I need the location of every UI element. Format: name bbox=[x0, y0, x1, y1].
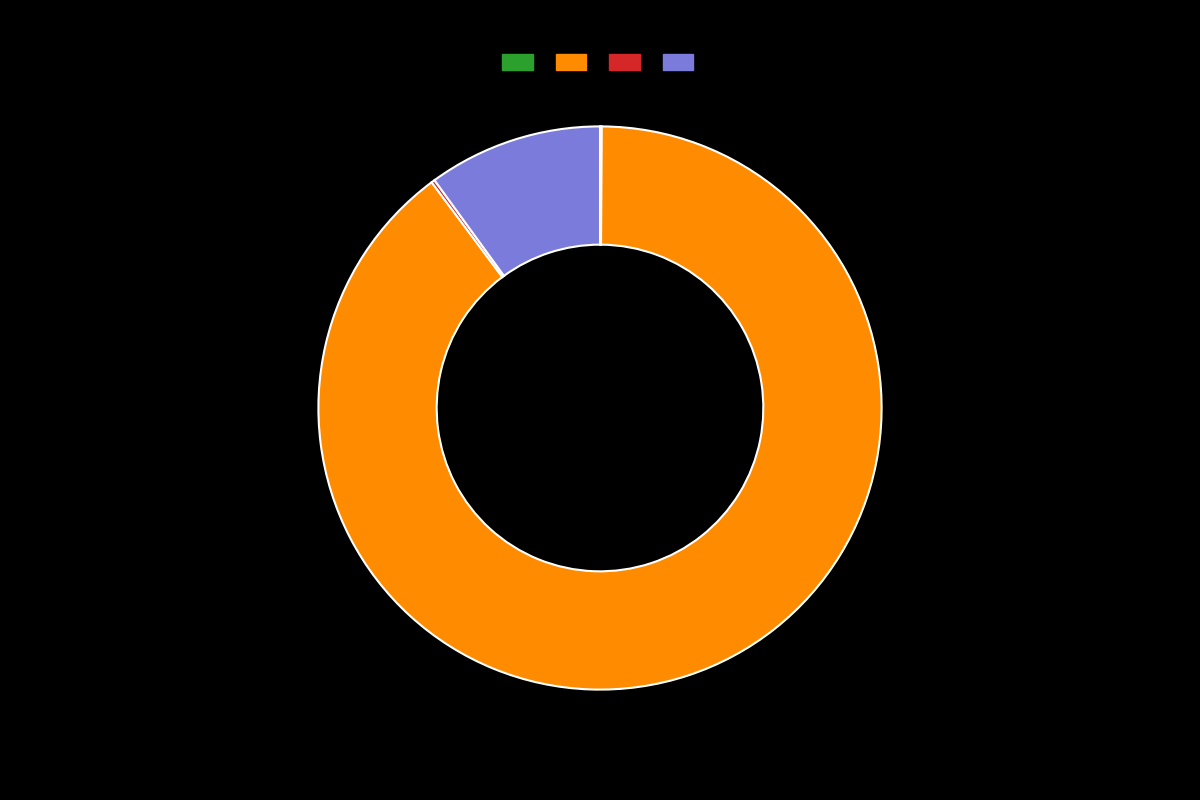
Legend: , , , : , , , bbox=[498, 50, 702, 74]
Wedge shape bbox=[318, 126, 882, 690]
Wedge shape bbox=[434, 126, 600, 276]
Wedge shape bbox=[432, 180, 504, 277]
Wedge shape bbox=[600, 126, 601, 245]
